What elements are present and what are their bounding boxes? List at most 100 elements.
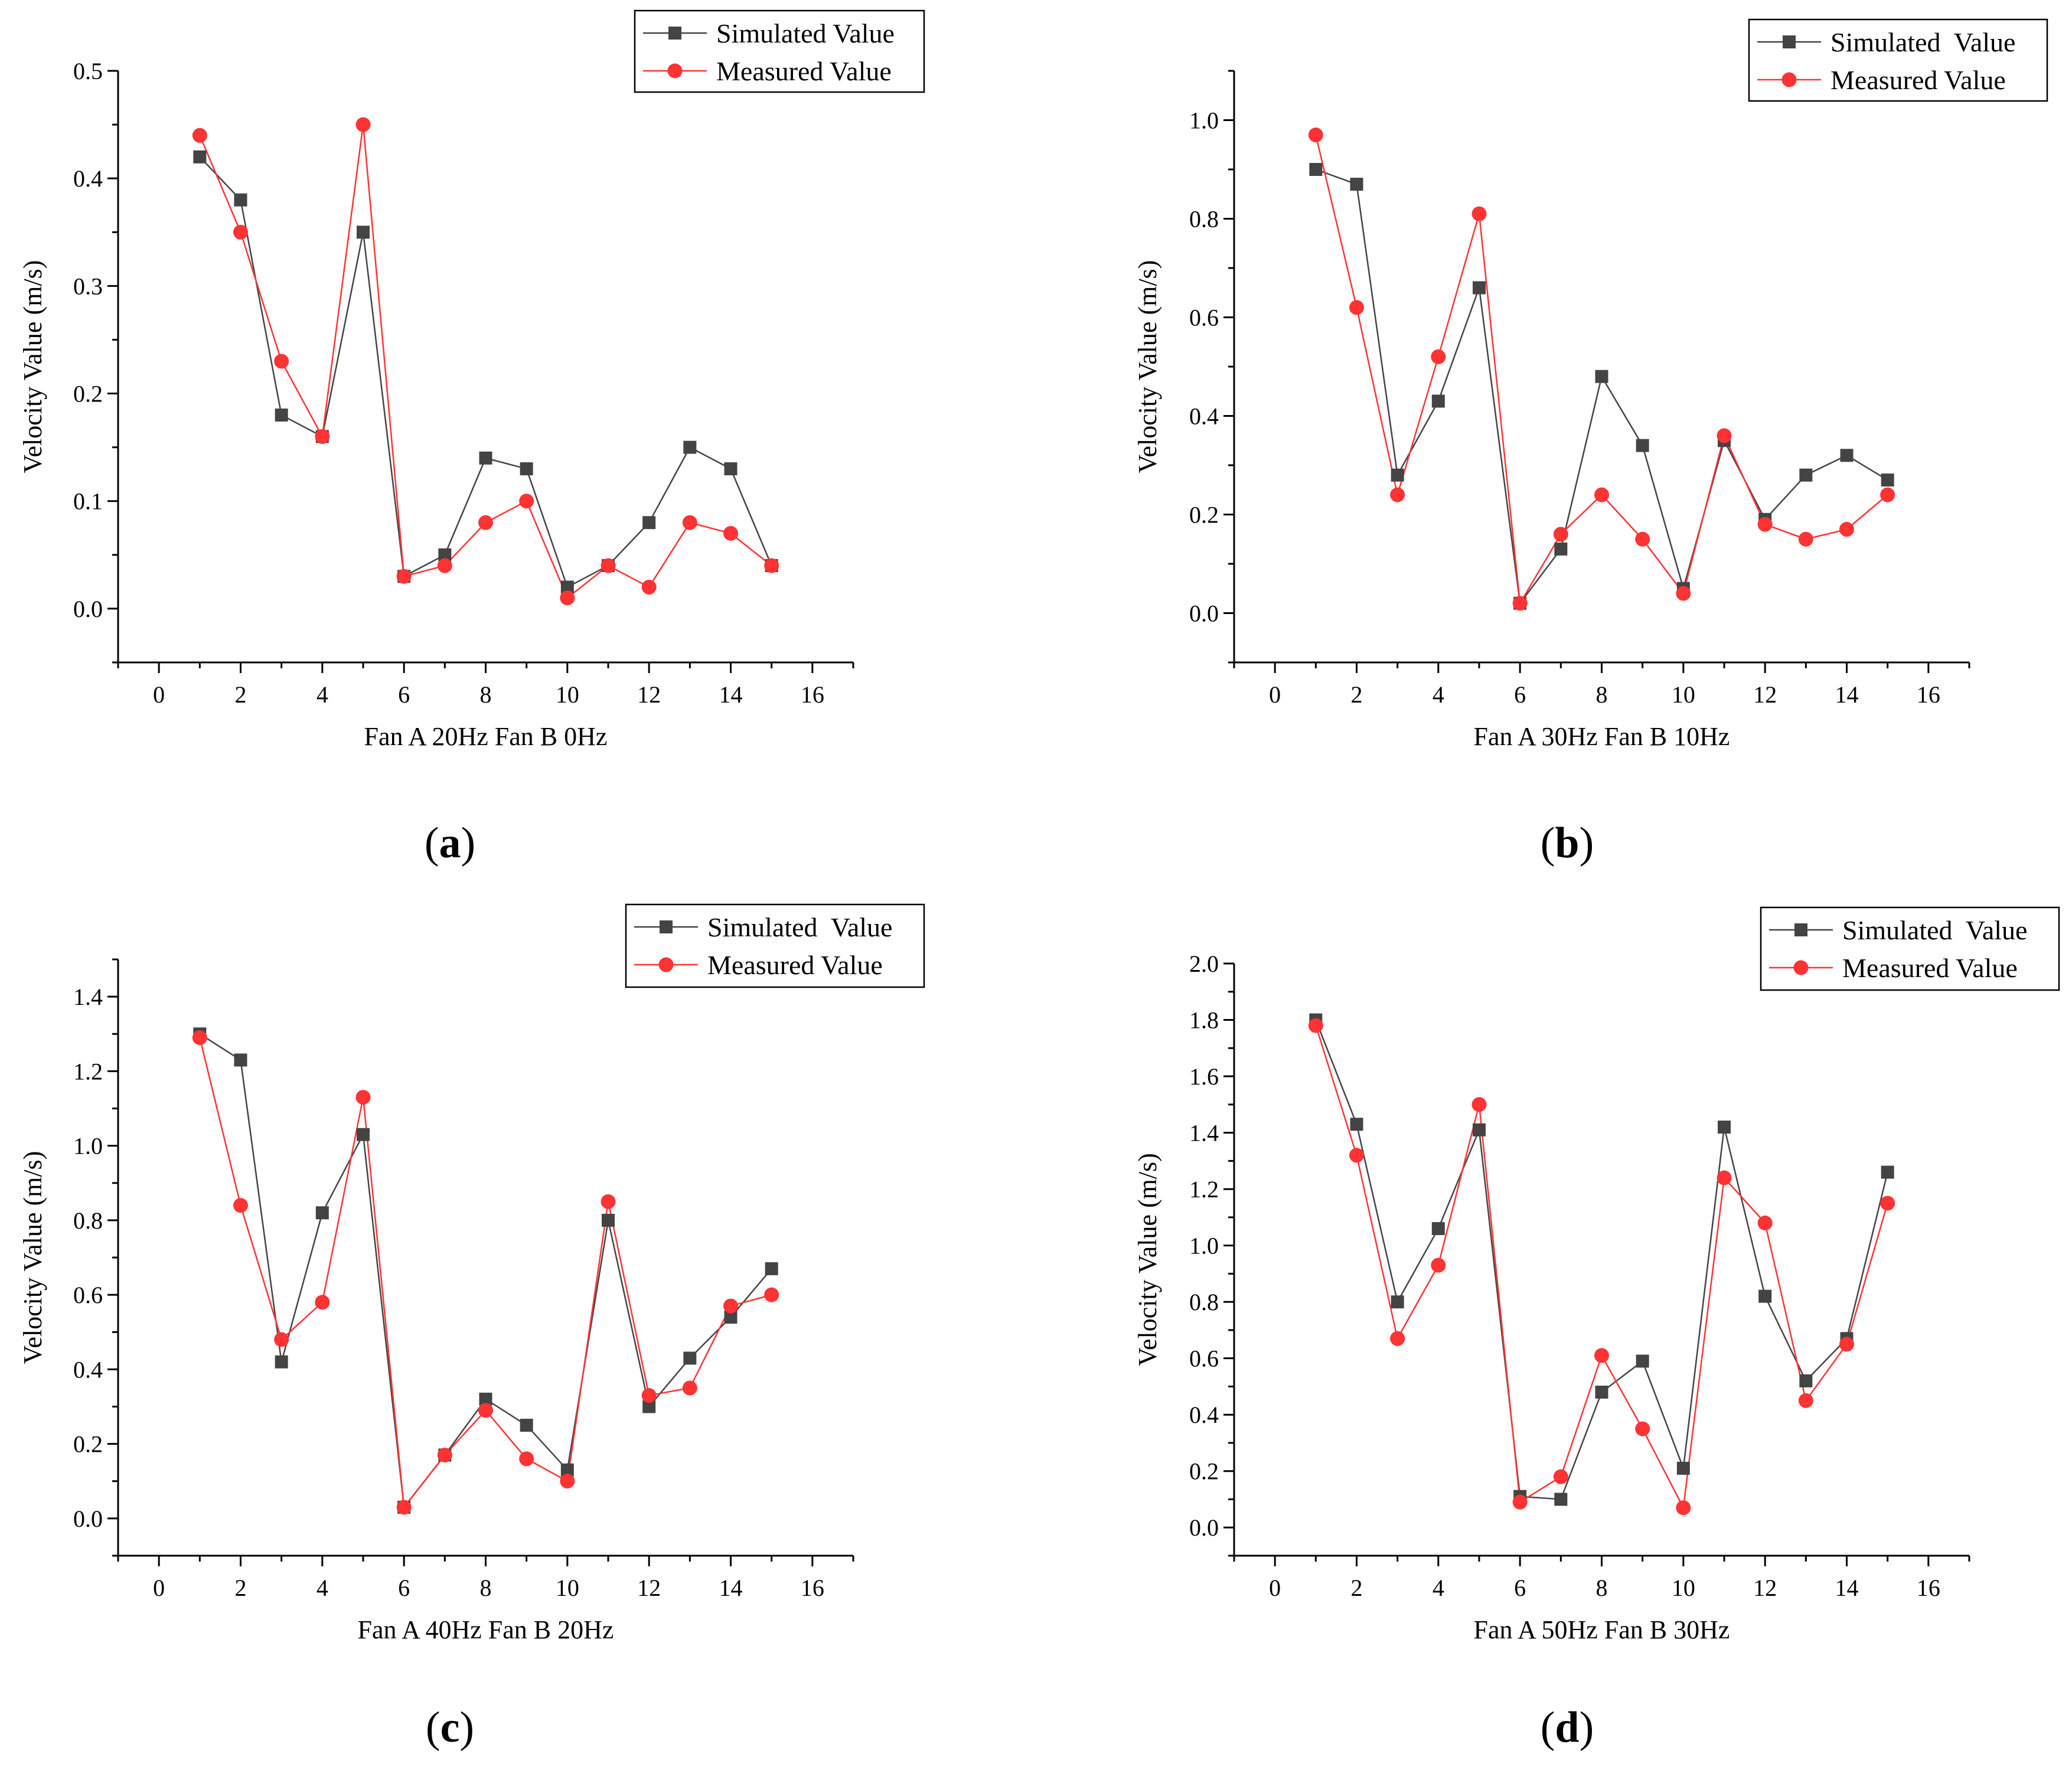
legend-marker <box>660 920 673 933</box>
legend-box <box>634 9 925 93</box>
y-tick-label: 0.0 <box>1189 1514 1219 1541</box>
measured-data-point <box>478 515 493 530</box>
panel-label-c: (c) <box>426 1703 474 1752</box>
y-tick-label: 2.0 <box>1189 951 1219 977</box>
simulated-data-point <box>1473 1123 1486 1137</box>
simulated-data-point <box>234 1053 247 1067</box>
measured-data-point <box>1594 1348 1609 1363</box>
measured-data-point <box>560 590 575 606</box>
simulated-data-point <box>520 462 533 476</box>
simulated-data-point <box>1595 1385 1608 1399</box>
x-tick-label: 6 <box>398 681 410 708</box>
x-tick-label: 16 <box>1917 1575 1940 1601</box>
simulated-data-point <box>1799 468 1813 482</box>
y-tick-label: 0.4 <box>73 165 103 192</box>
legend-marker <box>667 63 683 79</box>
measured-data-point <box>1349 300 1364 315</box>
x-tick-label: 12 <box>637 681 661 708</box>
measured-data-point <box>519 1451 534 1467</box>
simulated-series-line <box>199 1033 772 1510</box>
measured-data-point <box>601 558 616 573</box>
measured-data-point <box>1798 531 1813 547</box>
legend-box <box>625 903 925 988</box>
legend-entry: Measured Value <box>707 950 883 980</box>
measured-data-point <box>355 117 371 132</box>
x-tick-label: 10 <box>556 1575 579 1601</box>
x-tick-label: 10 <box>1672 681 1695 708</box>
measured-data-point <box>1512 596 1528 611</box>
simulated-data-point <box>683 440 697 454</box>
measured-data-point <box>1471 206 1487 221</box>
measured-data-point <box>641 1388 657 1403</box>
legend-marker <box>1783 35 1796 48</box>
y-tick-label: 1.0 <box>1189 107 1219 134</box>
measured-data-point <box>1635 531 1650 547</box>
measured-data-point <box>1676 1500 1691 1516</box>
measured-data-point <box>641 579 657 595</box>
y-tick-label: 0.5 <box>73 58 103 84</box>
simulated-data-point <box>1636 439 1649 452</box>
simulated-data-point <box>357 226 370 239</box>
chart-panel-d: 0 2 4 6 8 10 12 14 16 0.0 0.2 0.4 0.6 0.8 1.0 1.2 1.4 1.6… <box>1133 906 2060 1644</box>
legend-entry: Measured Value <box>1842 953 2018 983</box>
measured-data-point <box>355 1090 371 1105</box>
legend-marker <box>1781 72 1797 87</box>
simulated-data-point <box>1636 1354 1649 1368</box>
simulated-data-point <box>1881 1165 1894 1179</box>
measured-data-point <box>1553 527 1568 542</box>
measured-data-point <box>682 1380 697 1396</box>
panel-label-d: (d) <box>1541 1703 1594 1752</box>
y-tick-label: 0.6 <box>73 1282 103 1308</box>
measured-data-point <box>601 1194 616 1209</box>
x-tick-label: 4 <box>1433 1575 1444 1601</box>
measured-data-point <box>1512 1494 1528 1510</box>
x-tick-label: 16 <box>1917 681 1940 708</box>
y-tick-label: 1.4 <box>73 984 103 1010</box>
y-tick-label: 0.0 <box>73 1506 103 1532</box>
x-tick-label: 12 <box>1753 1575 1777 1601</box>
y-tick-label: 0.4 <box>1189 1402 1219 1428</box>
legend-marker <box>1793 960 1809 975</box>
simulated-data-point <box>560 1463 574 1477</box>
y-tick-label: 1.2 <box>73 1058 103 1085</box>
chart-panel-b: 0 2 4 6 8 10 12 14 16 0.0 0.2 0.4 0.6 0.8 1.0 Fan A 30H… <box>1133 18 2048 751</box>
simulated-data-point <box>602 1213 615 1227</box>
y-axis-label: Velocity Value (m/s) <box>1133 260 1162 473</box>
simulated-data-point <box>1350 178 1363 191</box>
measured-data-point <box>1635 1421 1650 1436</box>
x-tick-label: 14 <box>1835 1575 1859 1601</box>
y-tick-label: 0.4 <box>73 1356 103 1383</box>
simulated-data-point <box>1431 1222 1445 1235</box>
x-tick-label: 10 <box>556 681 579 708</box>
measured-data-point <box>1880 487 1895 502</box>
measured-data-point <box>1798 1393 1813 1408</box>
measured-data-point <box>1880 1196 1895 1211</box>
legend: Simulated Value Measured Value <box>625 903 925 988</box>
simulated-data-point <box>1309 163 1323 176</box>
y-tick-label: 0.8 <box>1189 1289 1219 1315</box>
measured-data-point <box>1431 1258 1446 1273</box>
x-tick-label: 6 <box>398 1575 410 1601</box>
measured-data-point <box>1676 586 1691 601</box>
simulated-data-point <box>1391 468 1404 482</box>
simulated-data-point <box>479 451 492 465</box>
simulated-data-point <box>520 1419 533 1432</box>
simulated-data-point <box>683 1351 697 1365</box>
x-tick-label: 0 <box>153 681 165 708</box>
x-tick-label: 14 <box>719 1575 743 1601</box>
simulated-data-point <box>1799 1374 1813 1387</box>
measured-data-point <box>1308 128 1323 143</box>
measured-data-point <box>1717 1170 1732 1186</box>
simulated-data-point <box>315 1206 329 1220</box>
simulated-data-point <box>724 462 738 476</box>
simulated-data-point <box>1554 542 1568 556</box>
simulated-data-point <box>1718 1121 1731 1134</box>
simulated-data-point <box>1758 1289 1772 1303</box>
x-tick-label: 4 <box>1433 681 1444 708</box>
simulated-data-point <box>724 1311 738 1324</box>
measured-data-point <box>1757 517 1773 532</box>
x-tick-label: 0 <box>153 1575 165 1601</box>
measured-data-point <box>233 1198 248 1213</box>
y-tick-label: 1.4 <box>1189 1120 1219 1147</box>
